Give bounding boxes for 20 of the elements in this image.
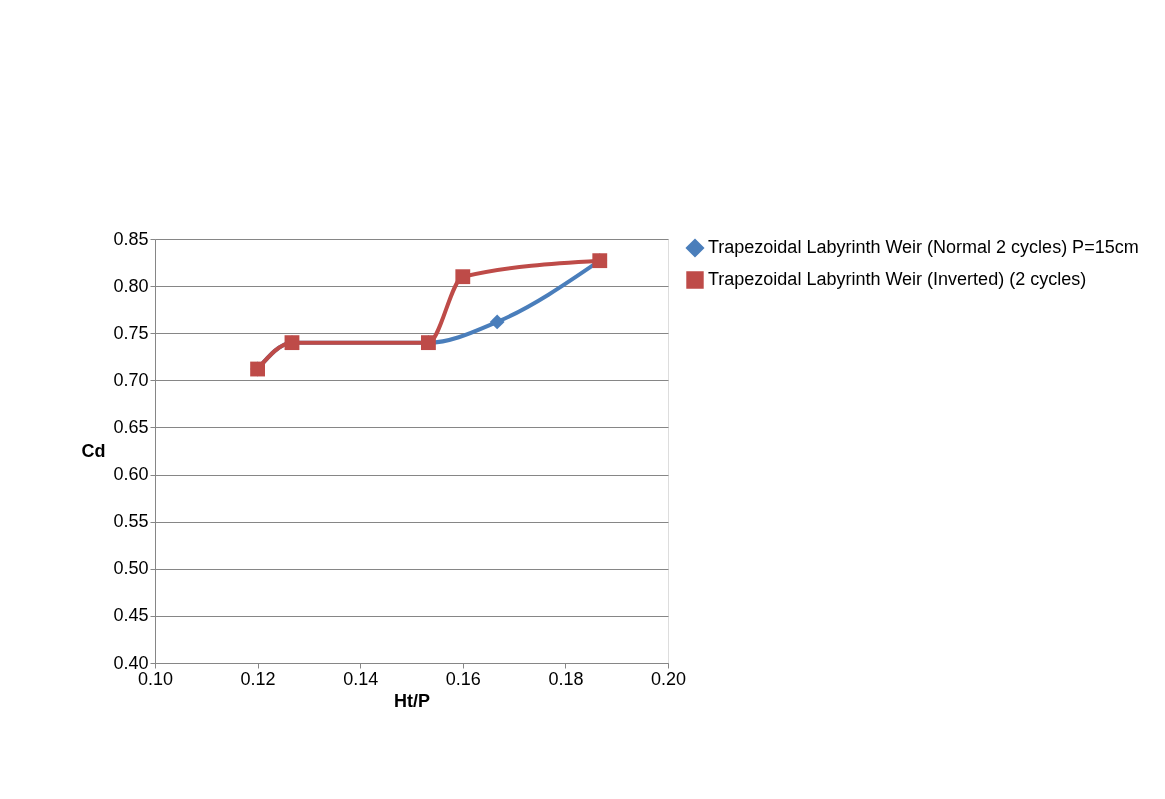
point: [489, 314, 505, 330]
x-tick-label: 0.20: [650, 668, 687, 689]
y-axis-title: Cd: [81, 440, 106, 461]
legend-label: Trapezoidal Labyrinth Weir (Normal 2 cycles) P=15cm: [708, 237, 1139, 257]
y-tick-label: 0.50: [113, 558, 149, 579]
x-tick-label: 0.14: [343, 668, 379, 689]
x-tick-label: 0.16: [445, 668, 481, 689]
y-tick-label: 0.85: [113, 228, 149, 249]
y-tick-label: 0.70: [113, 369, 149, 390]
y-tick-label: 0.65: [113, 416, 149, 437]
y-tick-label: 0.55: [113, 511, 149, 532]
x-tick-label: 0.12: [240, 668, 276, 689]
legend-label: Trapezoidal Labyrinth Weir (Inverted) (2 cycles): [708, 269, 1087, 289]
x-tick-label: 0.18: [548, 668, 584, 689]
y-tick-label: 0.60: [113, 464, 149, 485]
y-tick-label: 0.75: [113, 322, 149, 343]
y-tick-label: 0.80: [113, 275, 149, 296]
x-axis-title: Ht/P: [394, 690, 430, 711]
y-tick-label: 0.45: [113, 605, 149, 626]
point: [455, 269, 471, 285]
